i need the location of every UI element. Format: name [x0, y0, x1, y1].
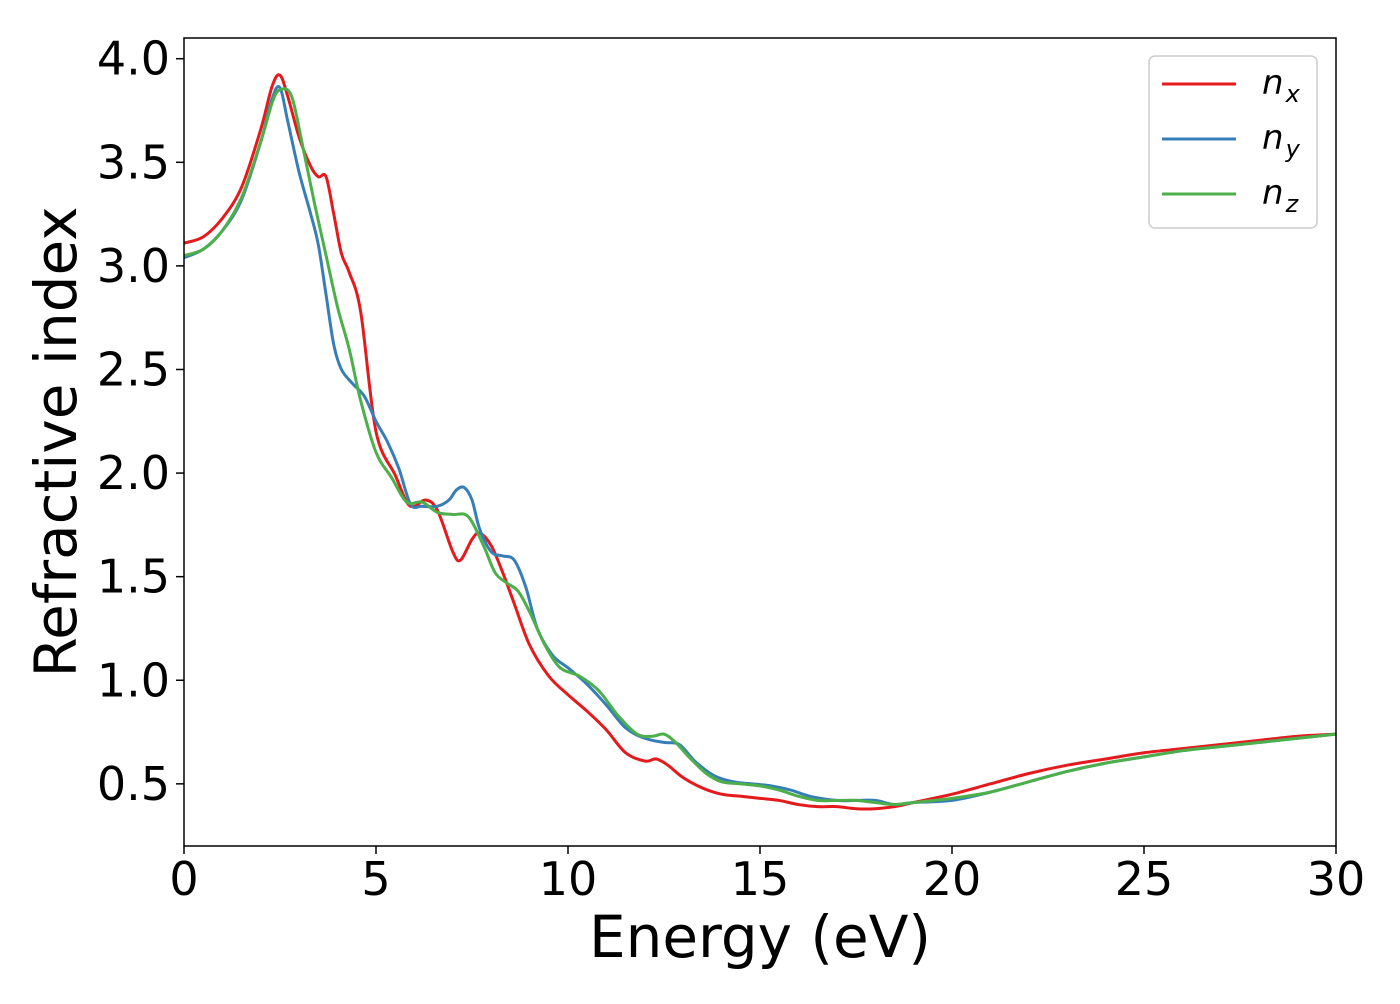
y-tick-label: 3.0 [97, 239, 170, 293]
y-axis-ticks: 0.5 1.0 1.5 2.0 2.5 3.0 3.5 4.0 [97, 32, 184, 811]
y-tick-label: 3.5 [97, 135, 170, 189]
legend-box [1148, 55, 1318, 229]
x-axis-label: Energy (eV) [589, 903, 931, 971]
y-tick-label: 1.5 [97, 550, 170, 604]
x-tick-label: 15 [731, 852, 790, 906]
y-tick-label: 2.0 [97, 446, 170, 500]
y-tick-label: 1.0 [97, 653, 170, 707]
x-tick-label: 30 [1307, 852, 1366, 906]
series-layer [184, 73, 1336, 811]
x-tick-label: 5 [361, 852, 390, 906]
y-tick-label: 0.5 [97, 757, 170, 811]
series-line-n-z [184, 87, 1336, 807]
x-tick-label: 20 [923, 852, 982, 906]
x-tick-label: 25 [1115, 852, 1174, 906]
y-tick-label: 2.5 [97, 342, 170, 396]
x-tick-label: 10 [539, 852, 598, 906]
y-axis-label: Refractive index [22, 206, 90, 677]
series-line-n-x [184, 73, 1336, 811]
y-tick-label: 4.0 [97, 32, 170, 86]
x-axis-ticks: 0 5 10 15 20 25 30 [169, 846, 1365, 906]
x-tick-label: 0 [169, 852, 198, 906]
